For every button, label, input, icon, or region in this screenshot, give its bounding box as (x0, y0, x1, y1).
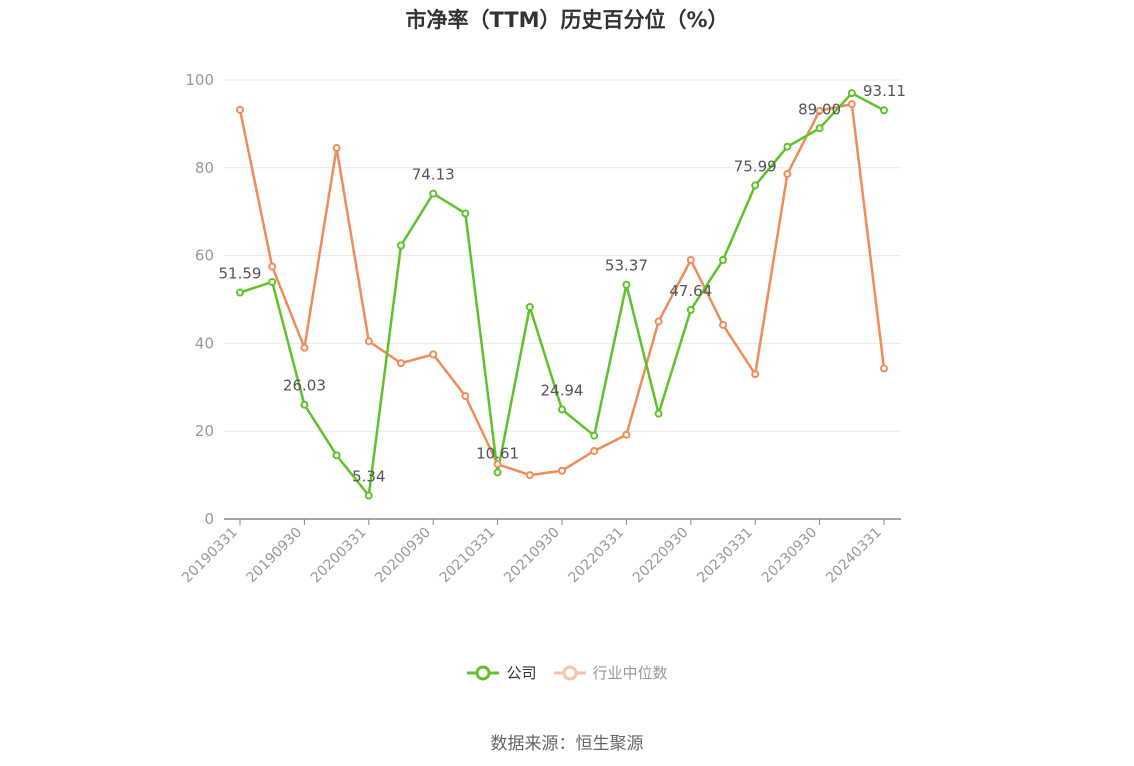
point-company (622, 280, 631, 289)
data-label: 5.34 (352, 468, 385, 486)
point-company (525, 302, 534, 311)
point-company (397, 241, 405, 250)
point-industry (300, 343, 309, 352)
data-label: 75.99 (734, 157, 777, 175)
point-industry (654, 317, 663, 326)
point-company (300, 400, 309, 409)
data-label: 10.61 (476, 444, 519, 462)
legend-item-company[interactable]: 公司 (466, 662, 537, 683)
point-industry (461, 392, 470, 401)
point-company (558, 405, 566, 414)
y-tick-label: 80 (195, 159, 214, 177)
data-label: 53.37 (605, 257, 648, 275)
legend-label-industry: 行业中位数 (592, 664, 668, 682)
x-tick-label: 20190930 (244, 525, 306, 587)
point-company (493, 468, 502, 477)
y-tick-label: 40 (195, 334, 214, 352)
point-company (847, 89, 856, 98)
point-company (654, 409, 663, 418)
point-company (268, 277, 277, 286)
x-tick-label: 20220930 (630, 525, 692, 587)
point-company (332, 451, 341, 460)
point-industry (558, 466, 566, 475)
x-tick-label: 20210930 (501, 525, 563, 587)
point-industry (429, 350, 438, 359)
point-company (236, 288, 244, 297)
series-line-industry (238, 102, 886, 477)
point-company (880, 106, 888, 115)
point-industry (751, 370, 760, 379)
point-company (590, 431, 599, 440)
y-tick-label: 100 (185, 71, 214, 89)
point-industry (268, 262, 277, 271)
point-company (686, 305, 695, 314)
legend: 公司 行业中位数 (0, 662, 1134, 683)
data-label: 74.13 (412, 166, 455, 184)
x-tick-label: 20210331 (437, 525, 499, 587)
grid-lines (224, 79, 901, 432)
data-label: 93.11 (863, 82, 906, 100)
point-company (429, 189, 438, 198)
point-industry (493, 460, 502, 469)
point-industry (236, 105, 244, 114)
x-tick-label: 20230930 (759, 525, 821, 587)
legend-industry-marker-icon (553, 665, 586, 680)
point-industry (590, 446, 599, 455)
point-industry (397, 359, 405, 368)
y-tick-label: 0 (204, 510, 214, 528)
point-company (815, 124, 824, 133)
data-label: 89.00 (798, 100, 841, 118)
point-industry (847, 100, 856, 109)
legend-company-marker-icon (467, 665, 500, 680)
legend-label-company: 公司 (506, 664, 537, 682)
point-industry (686, 255, 695, 264)
data-label: 51.59 (219, 265, 262, 283)
x-axis: 20190331 20190930 20200331 20200930 20210331… (179, 518, 901, 587)
data-source: 数据来源：恒生聚源 (490, 734, 644, 754)
y-tick-label: 20 (195, 422, 214, 440)
y-tick-label: 60 (195, 247, 214, 265)
point-industry (815, 106, 824, 115)
point-industry (783, 169, 792, 178)
point-company (719, 255, 727, 264)
y-axis-ticks: 0 20 40 60 80 100 (185, 71, 214, 528)
chart-title: 市净率（TTM）历史百分位（%） (405, 8, 729, 32)
point-industry (332, 144, 341, 153)
x-tick-label: 20240331 (823, 525, 885, 587)
x-tick-label: 20190331 (179, 525, 241, 587)
point-industry (364, 337, 373, 346)
x-tick-label: 20230331 (694, 525, 756, 587)
x-tick-label: 20200331 (308, 525, 370, 587)
point-company (783, 142, 792, 151)
point-industry (525, 471, 534, 480)
point-industry (622, 430, 631, 439)
point-company (364, 491, 373, 500)
x-tick-label: 20200930 (372, 525, 434, 587)
point-industry (880, 364, 888, 373)
data-label: 47.64 (669, 282, 712, 300)
point-industry (719, 320, 727, 329)
point-company (461, 209, 470, 218)
point-company (751, 181, 760, 190)
data-labels: 51.59 26.03 5.34 74.13 10.61 24.94 53.37 47.64 7… (219, 82, 906, 485)
data-label: 26.03 (283, 377, 326, 395)
series-lines (238, 91, 886, 497)
series-points (236, 89, 888, 500)
data-label: 24.94 (541, 382, 584, 400)
legend-item-industry[interactable]: 行业中位数 (553, 662, 668, 683)
x-tick-label: 20220331 (566, 525, 628, 587)
